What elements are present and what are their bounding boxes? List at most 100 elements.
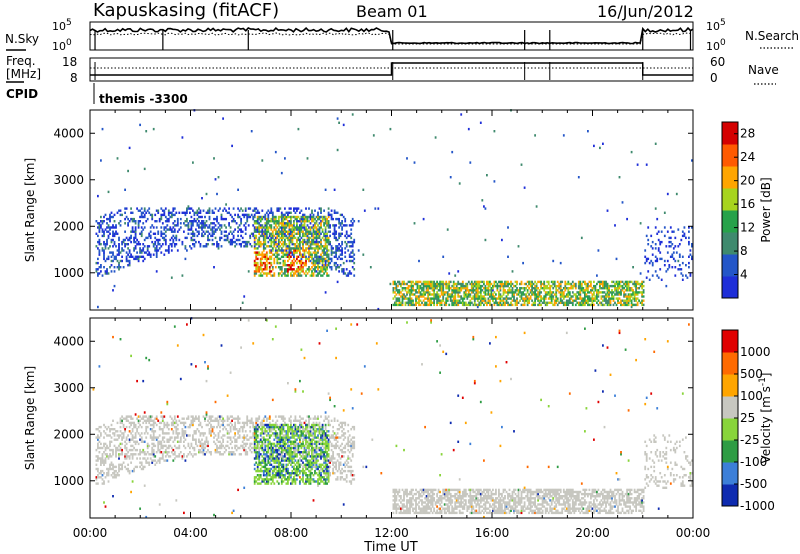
- range-time-cell: [433, 297, 436, 300]
- range-time-cell: [130, 423, 133, 427]
- range-time-cell: [238, 430, 241, 433]
- range-time-cell: [252, 434, 255, 437]
- range-time-cell: [183, 417, 185, 420]
- range-time-cell: [436, 280, 439, 284]
- range-time-cell: [282, 245, 285, 248]
- range-time-cell: [627, 303, 630, 307]
- range-time-cell: [112, 335, 114, 339]
- range-time-cell: [109, 220, 111, 223]
- range-time-cell: [626, 287, 629, 290]
- range-time-cell: [127, 467, 130, 471]
- range-time-cell: [225, 428, 228, 431]
- range-time-cell: [142, 215, 145, 219]
- range-time-cell: [517, 245, 520, 248]
- range-time-cell: [169, 444, 172, 448]
- range-time-cell: [315, 234, 318, 238]
- range-time-cell: [290, 264, 292, 267]
- range-time-cell: [220, 245, 223, 248]
- range-time-cell: [342, 272, 345, 275]
- range-time-cell: [116, 434, 119, 437]
- range-time-cell: [280, 220, 283, 223]
- range-time-cell: [95, 270, 98, 273]
- range-time-cell: [261, 159, 264, 162]
- range-time-cell: [265, 236, 268, 240]
- range-time-cell: [481, 297, 484, 300]
- range-time-cell: [567, 289, 570, 292]
- range-time-cell: [327, 240, 330, 244]
- range-time-cell: [436, 301, 439, 304]
- range-time-cell: [321, 261, 324, 265]
- range-time-cell: [528, 293, 531, 296]
- range-time-cell: [437, 297, 440, 300]
- range-time-cell: [659, 251, 662, 254]
- range-time-cell: [650, 234, 653, 238]
- range-time-cell: [291, 238, 294, 242]
- range-time-cell: [277, 230, 280, 233]
- range-time-cell: [118, 467, 120, 471]
- range-time-cell: [339, 232, 342, 235]
- range-time-cell: [523, 186, 526, 189]
- range-time-cell: [422, 299, 425, 302]
- range-time-cell: [559, 293, 562, 296]
- range-time-cell: [190, 423, 193, 427]
- range-time-cell: [192, 243, 194, 246]
- range-time-cell: [291, 268, 294, 271]
- range-time-cell: [195, 442, 197, 446]
- range-time-cell: [253, 480, 256, 483]
- range-time-cell: [127, 259, 130, 263]
- range-time-cell: [311, 253, 313, 256]
- range-time-cell: [305, 257, 307, 261]
- y-tick-label: 4000: [53, 126, 84, 140]
- range-time-cell: [133, 421, 136, 425]
- range-time-cell: [348, 255, 351, 258]
- range-time-cell: [172, 240, 175, 244]
- range-time-cell: [490, 293, 493, 296]
- range-time-cell: [139, 434, 142, 437]
- range-time-cell: [424, 297, 427, 300]
- range-time-cell: [483, 282, 485, 286]
- range-time-cell: [630, 289, 633, 292]
- range-time-cell: [134, 432, 137, 435]
- range-time-cell: [315, 247, 318, 250]
- range-time-cell: [455, 284, 458, 288]
- range-time-cell: [600, 303, 603, 307]
- range-time-cell: [207, 230, 209, 233]
- range-time-cell: [559, 261, 562, 265]
- range-time-cell: [324, 236, 327, 240]
- range-time-cell: [630, 295, 633, 298]
- range-time-cell: [219, 440, 221, 443]
- range-time-cell: [172, 432, 175, 435]
- range-time-cell: [335, 236, 338, 240]
- range-time-cell: [134, 240, 137, 244]
- range-time-cell: [255, 480, 258, 483]
- range-time-cell: [187, 434, 190, 437]
- range-time-cell: [489, 284, 491, 288]
- range-time-cell: [431, 301, 434, 304]
- range-time-cell: [404, 303, 407, 307]
- range-time-cell: [220, 446, 223, 450]
- range-time-cell: [312, 259, 315, 263]
- range-time-cell: [282, 222, 285, 225]
- range-time-cell: [434, 136, 437, 139]
- range-time-cell: [97, 274, 99, 277]
- range-time-cell: [439, 299, 442, 302]
- range-time-cell: [261, 224, 264, 227]
- range-time-cell: [142, 448, 145, 452]
- range-time-cell: [452, 280, 455, 284]
- range-time-cell: [320, 268, 322, 271]
- range-time-cell: [264, 230, 267, 233]
- range-time-cell: [125, 257, 128, 261]
- range-time-cell: [258, 478, 261, 481]
- range-time-cell: [125, 251, 128, 254]
- range-time-cell: [568, 282, 571, 286]
- range-time-cell: [119, 251, 122, 254]
- range-time-cell: [211, 430, 214, 433]
- range-time-cell: [130, 240, 133, 244]
- range-time-cell: [106, 428, 108, 431]
- range-time-cell: [421, 293, 423, 296]
- y-tick-label: 2000: [53, 219, 84, 233]
- range-time-cell: [476, 280, 479, 284]
- range-time-cell: [234, 446, 237, 450]
- range-time-cell: [517, 293, 520, 296]
- range-time-cell: [475, 297, 478, 300]
